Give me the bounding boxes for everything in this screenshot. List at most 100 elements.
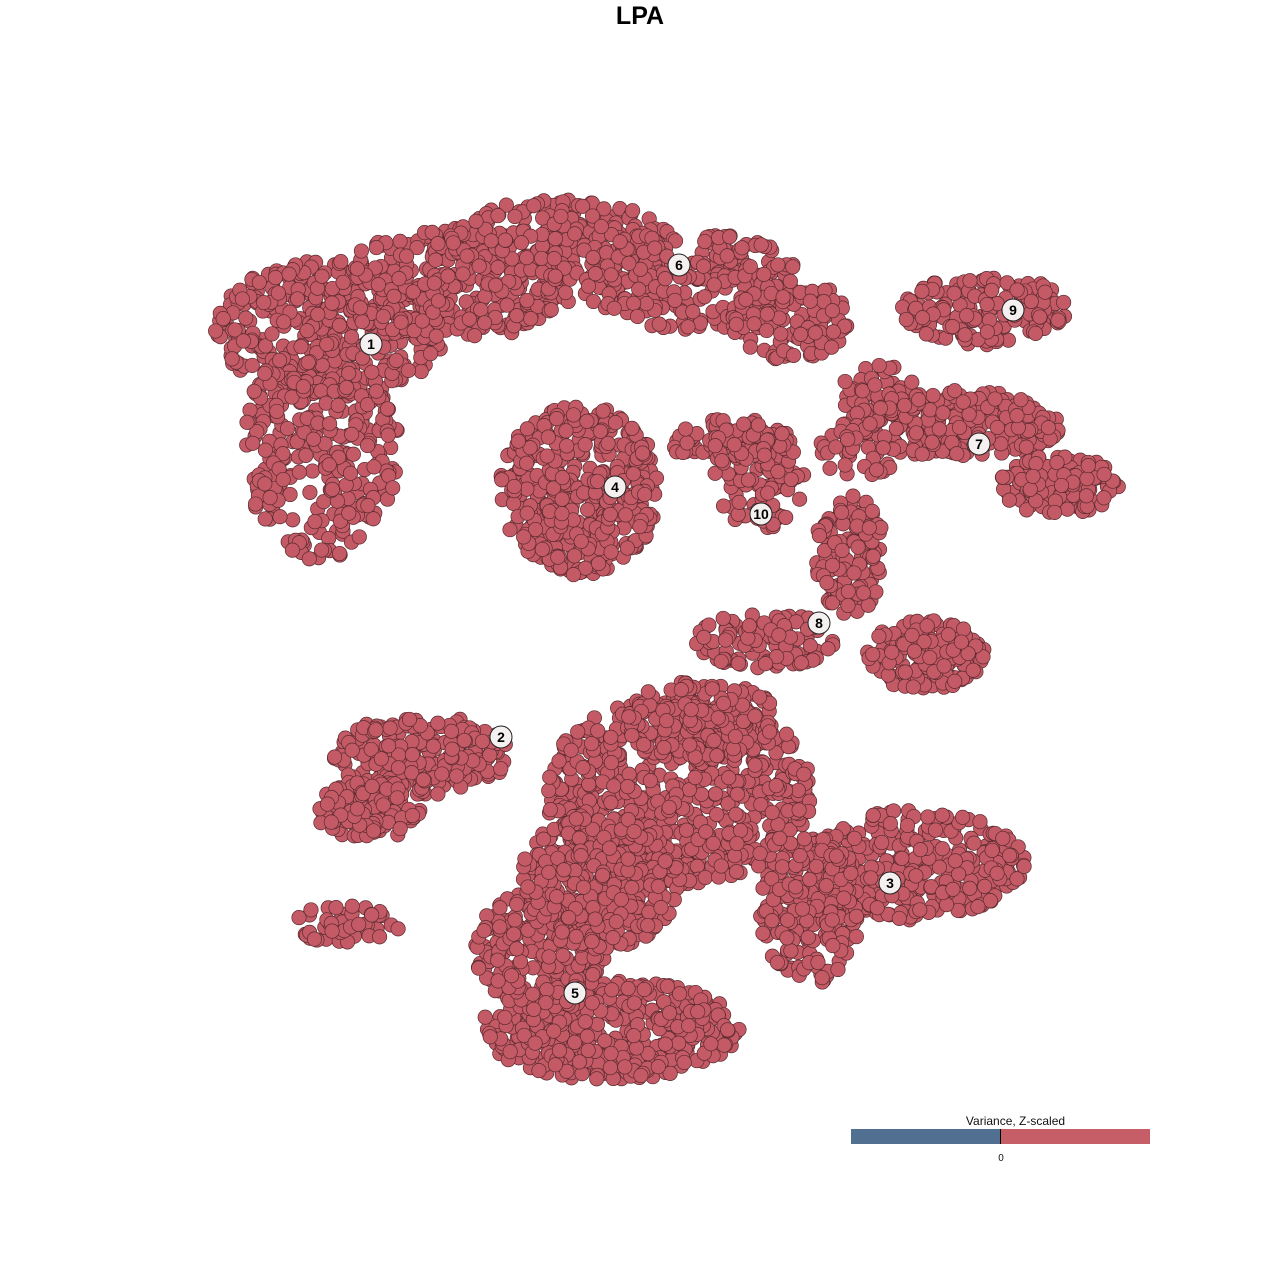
data-point xyxy=(774,426,790,442)
data-point xyxy=(703,1036,719,1052)
data-point xyxy=(474,733,491,749)
data-point xyxy=(456,732,472,748)
data-point xyxy=(626,1028,642,1044)
data-point xyxy=(786,347,802,363)
data-point xyxy=(566,548,582,564)
data-point xyxy=(778,509,794,525)
data-point xyxy=(338,379,355,396)
data-point xyxy=(906,643,922,659)
data-point xyxy=(629,308,646,325)
data-point xyxy=(810,954,826,970)
data-point xyxy=(697,289,713,305)
data-point xyxy=(434,766,450,782)
data-point xyxy=(399,248,415,264)
data-point xyxy=(1016,858,1032,874)
data-point xyxy=(332,545,348,562)
data-point xyxy=(591,555,607,572)
data-point xyxy=(626,295,642,311)
data-point xyxy=(559,438,575,454)
data-point xyxy=(577,1014,593,1030)
data-point xyxy=(602,506,618,522)
data-point xyxy=(697,233,713,250)
data-point xyxy=(843,865,859,881)
data-point xyxy=(1053,477,1070,493)
data-point xyxy=(534,541,550,557)
data-point xyxy=(951,866,967,882)
data-point xyxy=(519,455,535,471)
data-point xyxy=(301,551,317,567)
data-point xyxy=(428,328,444,344)
data-point xyxy=(380,427,396,443)
data-point xyxy=(1028,325,1044,341)
data-point xyxy=(685,304,701,320)
data-point xyxy=(731,494,747,510)
data-point xyxy=(579,1028,595,1044)
data-point xyxy=(681,1018,697,1034)
data-point xyxy=(696,629,712,645)
data-point xyxy=(840,583,856,600)
data-point xyxy=(962,273,978,289)
data-point xyxy=(987,391,1003,407)
data-point xyxy=(624,420,640,436)
data-point xyxy=(321,457,337,473)
data-point xyxy=(539,982,555,998)
data-point xyxy=(962,880,978,896)
data-point xyxy=(957,327,973,343)
data-point xyxy=(365,511,381,527)
data-point xyxy=(430,236,446,252)
data-point xyxy=(1096,490,1112,506)
data-point xyxy=(468,213,484,229)
data-point xyxy=(349,261,365,277)
data-point xyxy=(771,627,787,643)
data-point xyxy=(430,786,446,802)
data-point xyxy=(631,281,647,297)
data-point xyxy=(1001,492,1017,508)
data-point xyxy=(718,632,734,648)
data-point xyxy=(444,741,460,757)
data-point xyxy=(510,433,526,449)
data-point xyxy=(285,512,301,528)
data-point xyxy=(341,365,357,381)
data-point xyxy=(341,505,357,521)
data-point xyxy=(775,289,791,305)
data-point xyxy=(291,464,307,480)
data-point xyxy=(678,421,694,437)
data-point xyxy=(836,890,852,906)
data-point xyxy=(679,435,695,451)
data-point xyxy=(824,912,840,928)
data-point xyxy=(523,311,539,327)
data-point xyxy=(984,282,1000,298)
data-point xyxy=(979,296,995,313)
data-point xyxy=(848,929,864,945)
data-point xyxy=(726,437,742,453)
data-point xyxy=(272,352,288,368)
data-point xyxy=(940,627,956,643)
data-point xyxy=(946,285,962,301)
data-point xyxy=(755,925,771,941)
data-point xyxy=(898,311,914,328)
data-point xyxy=(579,413,595,429)
data-point xyxy=(519,421,535,437)
data-point xyxy=(299,323,315,339)
data-point xyxy=(897,664,913,680)
data-point xyxy=(483,233,499,249)
data-point xyxy=(589,473,606,489)
data-point xyxy=(473,302,489,318)
data-point xyxy=(540,429,556,445)
data-point xyxy=(375,797,391,813)
data-point xyxy=(471,960,487,976)
data-point xyxy=(1080,458,1096,474)
data-point xyxy=(730,655,747,671)
data-point xyxy=(793,326,809,342)
data-point xyxy=(375,308,391,325)
data-point xyxy=(637,486,653,503)
data-point xyxy=(600,435,616,451)
data-point xyxy=(443,723,460,739)
data-point xyxy=(734,240,750,256)
data-point xyxy=(714,453,730,469)
data-point xyxy=(911,392,927,408)
data-point xyxy=(502,522,518,538)
data-point xyxy=(551,1043,568,1059)
data-point xyxy=(912,842,928,858)
data-point xyxy=(647,240,663,256)
